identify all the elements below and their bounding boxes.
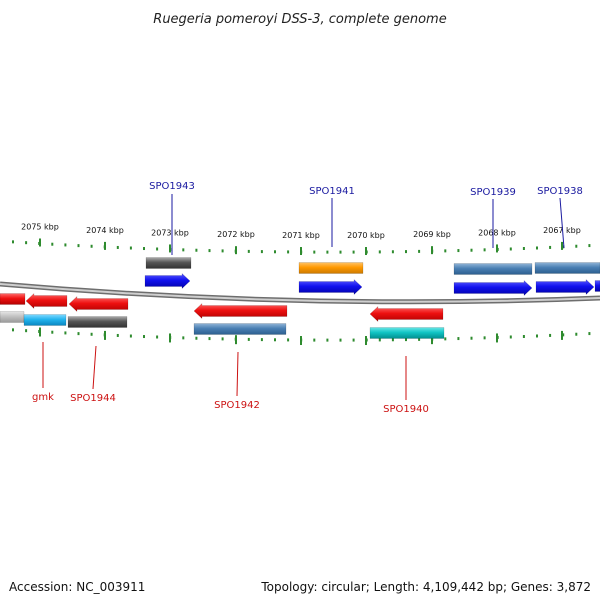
gene-feature-arrow bbox=[535, 278, 595, 296]
gene-feature-arrow bbox=[0, 311, 25, 323]
topology-summary-text: Topology: circular; Length: 4,109,442 bp… bbox=[261, 580, 591, 594]
gene-feature-arrow bbox=[67, 316, 128, 328]
gene-label-spo1941[interactable]: SPO1941 bbox=[309, 186, 355, 197]
kbp-tick-label: 2069 kbp bbox=[413, 230, 451, 239]
gene-feature-arrow bbox=[453, 263, 533, 275]
map-title: Ruegeria pomeroyi DSS-3, complete genome bbox=[153, 12, 446, 27]
gene-feature-arrow bbox=[369, 305, 444, 323]
gene-feature-arrow bbox=[534, 262, 600, 274]
leader-line bbox=[92, 345, 97, 390]
gene-feature-arrow bbox=[193, 323, 287, 335]
gene-feature-arrow bbox=[145, 257, 192, 269]
bottom-gene-labels: gmk SPO1944 SPO1942 SPO1940 bbox=[32, 392, 429, 415]
gene-label-spo1939[interactable]: SPO1939 bbox=[470, 187, 516, 198]
gene-label-spo1940[interactable]: SPO1940 bbox=[383, 404, 429, 415]
label-leader-lines bbox=[42, 194, 565, 400]
kbp-tick-labels: 2075 kbp 2074 kbp 2073 kbp 2072 kbp 2071 kbp… bbox=[21, 223, 581, 241]
gene-label-spo1943[interactable]: SPO1943 bbox=[149, 181, 195, 192]
kbp-tick-label: 2075 kbp bbox=[21, 223, 59, 232]
gene-feature-arrow bbox=[68, 295, 129, 313]
gene-feature-arrow bbox=[193, 302, 288, 320]
kbp-tick-label: 2074 kbp bbox=[86, 226, 124, 235]
kbp-tick-label: 2068 kbp bbox=[478, 228, 516, 237]
gene-feature-arrow bbox=[144, 272, 191, 290]
gene-feature-arrow bbox=[0, 293, 26, 305]
gene-feature-arrow bbox=[23, 314, 67, 326]
gene-label-spo1938[interactable]: SPO1938 bbox=[537, 186, 583, 197]
top-gene-labels: SPO1943 SPO1941 SPO1939 SPO1938 bbox=[149, 181, 583, 198]
leader-line bbox=[559, 197, 565, 249]
leader-line bbox=[236, 351, 239, 397]
gene-label-gmk[interactable]: gmk bbox=[32, 392, 54, 403]
gene-feature-arrow bbox=[453, 279, 533, 297]
kbp-tick-label: 2073 kbp bbox=[151, 228, 189, 237]
outer-tick-ring bbox=[12, 238, 591, 256]
kbp-tick-label: 2070 kbp bbox=[347, 231, 385, 240]
kbp-tick-label: 2071 kbp bbox=[282, 231, 320, 240]
gene-feature-arrow bbox=[369, 327, 445, 339]
gene-feature-arrow bbox=[298, 262, 364, 274]
gene-features bbox=[0, 257, 600, 339]
kbp-tick-label: 2067 kbp bbox=[543, 226, 581, 235]
inner-tick-ring bbox=[12, 327, 591, 346]
gene-label-spo1942[interactable]: SPO1942 bbox=[214, 400, 260, 411]
gene-feature-arrow bbox=[298, 278, 363, 296]
gene-label-spo1944[interactable]: SPO1944 bbox=[70, 393, 116, 404]
gene-feature-arrow bbox=[25, 292, 68, 310]
gene-feature-arrow bbox=[594, 280, 600, 292]
genome-backbone bbox=[0, 281, 600, 305]
accession-text: Accession: NC_003911 bbox=[9, 580, 146, 594]
kbp-tick-label: 2072 kbp bbox=[217, 230, 255, 239]
